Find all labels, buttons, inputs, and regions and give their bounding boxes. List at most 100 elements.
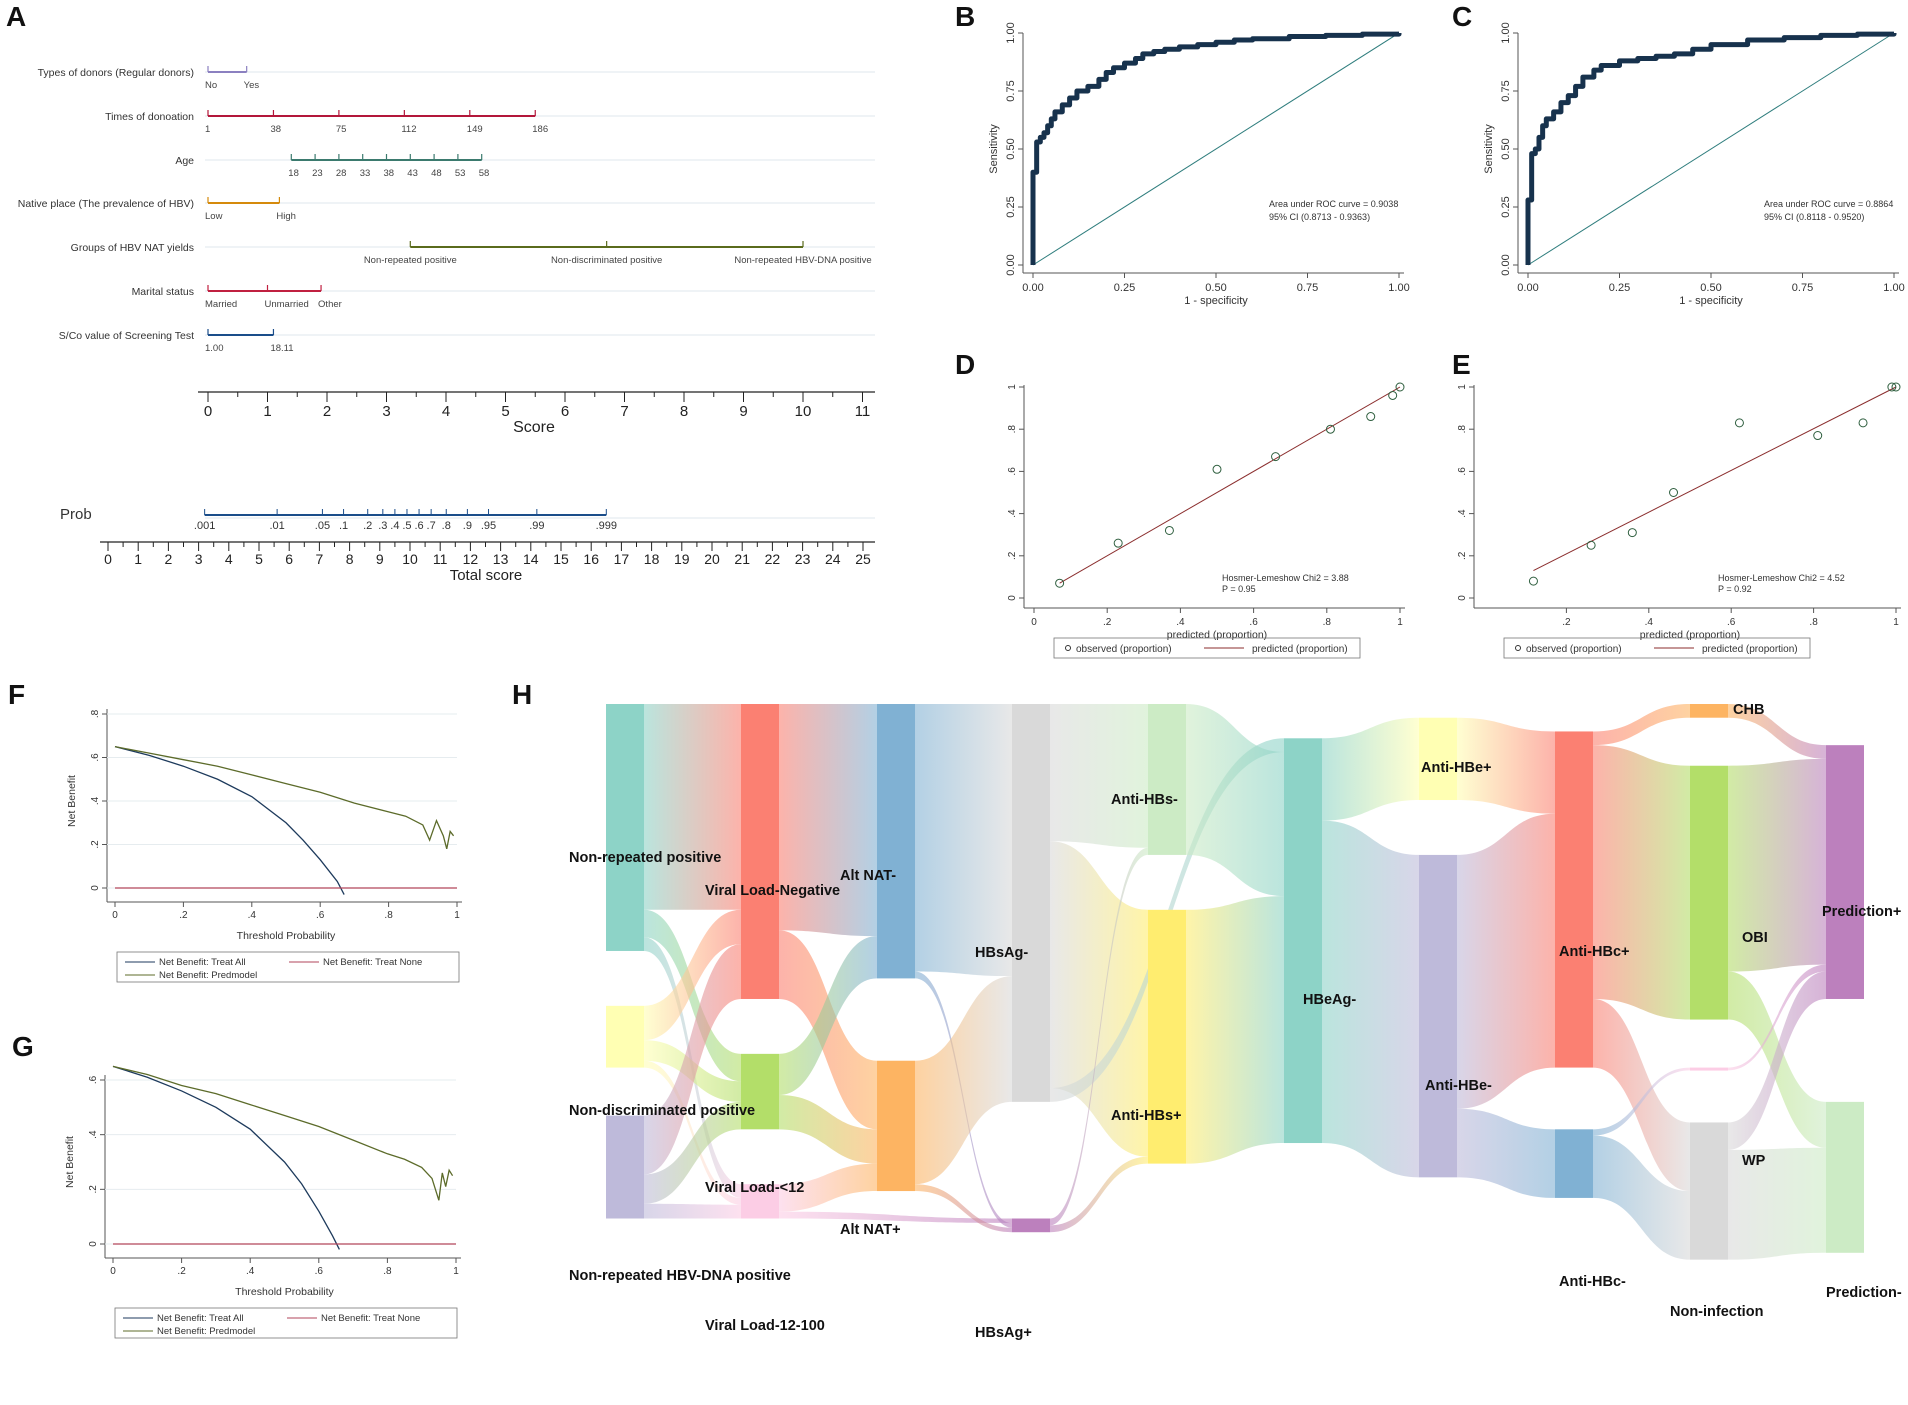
panel-letters: A B C D E F G H: [6, 1, 1472, 1062]
sankey-node-label: Non-repeated positive: [569, 850, 721, 866]
calib-y-tick-label: .8: [1007, 425, 1018, 434]
roc-y-tick-label: 1.00: [1005, 22, 1017, 43]
predmodel-curve: [114, 745, 455, 850]
calib-y-tick-label: .4: [1457, 509, 1468, 518]
calib-x-tick-label: .6: [1727, 617, 1736, 628]
sankey-node: [1148, 704, 1186, 855]
dca-x-tick-label: .2: [179, 910, 188, 921]
calib-x-tick-label: .8: [1323, 617, 1332, 628]
roc-y-tick-label: 0.75: [1005, 80, 1017, 101]
calib-x-tick-label: 0: [1031, 617, 1037, 628]
calib-x-tick-label: 1: [1397, 617, 1403, 628]
roc-x-title: 1 - specificity: [1184, 295, 1248, 307]
calib-legend-box: [1503, 637, 1811, 659]
dca-y-title: Net Benefit: [66, 775, 78, 827]
sankey-link: [779, 704, 877, 937]
calib-x-tick-label: .6: [1249, 617, 1258, 628]
roc-y-tick-label: 0.25: [1500, 196, 1512, 217]
legend-predmodel-label: Net Benefit: Predmodel: [159, 970, 257, 981]
sankey-link: [779, 1211, 1012, 1224]
total-axis-tick-label: 2: [165, 551, 173, 567]
roc-y-tick-label: 1.00: [1500, 22, 1512, 43]
observed-point: [1366, 412, 1376, 422]
roc-y-title: Sensitivity: [1483, 124, 1495, 174]
panel-d-calibration: 0 .2 .4 .6 .8 1 0 .2 .4 .6 .8 1 predicted (proportio…: [1007, 382, 1405, 659]
dca-x-title: Threshold Probability: [237, 930, 336, 942]
variable-tick-label: 112: [401, 124, 416, 135]
roc-x-tick-label: 1.00: [1388, 282, 1409, 294]
score-axis-tick-label: 2: [323, 403, 331, 420]
roc-x-tick-label: 0.00: [1517, 282, 1538, 294]
observed-point: [1164, 525, 1174, 535]
calib-y-tick-label: 1: [1007, 384, 1018, 390]
sankey-node-label: Non-infection: [1670, 1304, 1763, 1320]
roc-x-tick-label: 0.50: [1205, 282, 1226, 294]
dca-x-tick-label: .8: [383, 1266, 392, 1277]
sankey-node-label: Alt NAT+: [840, 1222, 901, 1238]
total-axis-tick-label: 21: [734, 551, 750, 567]
auc-annotation: 95% CI (0.8713 - 0.9363): [1269, 212, 1370, 222]
total-axis-tick-label: 18: [644, 551, 660, 567]
prob-tick-label: .3: [378, 520, 387, 532]
sankey-node: [877, 704, 915, 979]
calib-x-tick-label: .2: [1562, 617, 1571, 628]
calib-y-tick-label: .2: [1457, 551, 1468, 560]
sankey-node-label: Viral Load-12-100: [705, 1318, 825, 1334]
dca-y-title: Net Benefit: [64, 1136, 76, 1188]
observed-point: [1586, 540, 1596, 550]
sankey-link: [1050, 847, 1148, 1226]
observed-point: [1528, 576, 1538, 586]
roc-y-tick-label: 0.00: [1500, 254, 1512, 275]
sankey-node-label: Anti-HBe+: [1421, 760, 1492, 776]
treat-all-curve: [114, 745, 345, 895]
variable-tick-label: 18.11: [270, 343, 293, 354]
sankey-link: [1593, 745, 1690, 1020]
roc-y-tick-label: 0.00: [1005, 254, 1017, 275]
panel-letter-h: H: [512, 679, 532, 710]
prob-tick-label: .999: [596, 520, 617, 532]
variable-tick-label: 186: [532, 124, 548, 135]
dca-x-tick-label: 1: [453, 1266, 459, 1277]
total-axis-title: Total score: [450, 567, 523, 584]
variable-tick-label: 53: [455, 168, 466, 179]
variable-tick-label: Unmarried: [265, 299, 309, 310]
sankey-link: [1457, 717, 1555, 814]
predicted-line: [1533, 386, 1897, 572]
dca-x-tick-label: 0: [110, 1266, 116, 1277]
observed-point: [1113, 538, 1123, 548]
sankey-node-label: Prediction-: [1826, 1285, 1902, 1301]
sankey-node: [877, 1060, 915, 1192]
calib-x-tick-label: 1: [1893, 617, 1899, 628]
sankey-node: [1012, 704, 1050, 1102]
sankey-link: [1050, 704, 1148, 848]
calib-y-tick-label: .6: [1457, 467, 1468, 476]
roc-y-tick-label: 0.25: [1005, 196, 1017, 217]
sankey-link: [1593, 1067, 1690, 1136]
sankey-link: [644, 1101, 741, 1204]
sankey-node: [606, 704, 644, 951]
calib-y-tick-label: .8: [1457, 425, 1468, 434]
variable-tick-label: 48: [431, 168, 442, 179]
sankey-node-label: Non-repeated HBV-DNA positive: [569, 1268, 791, 1284]
dca-y-tick-label: .8: [90, 709, 101, 718]
sankey-link: [1186, 896, 1284, 1164]
total-axis-tick-label: 8: [346, 551, 354, 567]
prob-tick-label: .4: [390, 520, 399, 532]
total-axis-tick-label: 20: [704, 551, 720, 567]
sankey-node: [741, 704, 779, 999]
sankey-link: [644, 909, 741, 1041]
predicted-line: [1059, 386, 1401, 584]
sankey-node-label: Viral Load-Negative: [705, 883, 840, 899]
dca-x-tick-label: 0: [112, 910, 118, 921]
sankey-node: [1419, 854, 1457, 1178]
legend-observed-label: observed (proportion): [1526, 644, 1622, 655]
total-axis-tick-label: 4: [225, 551, 233, 567]
score-axis-tick-label: 7: [620, 403, 628, 420]
panel-h-sankey: Non-repeated positive Non-discriminated p…: [569, 702, 1902, 1341]
roc-x-tick-label: 0.25: [1609, 282, 1630, 294]
calib-y-tick-label: .2: [1007, 551, 1018, 560]
prob-tick-label: .01: [269, 520, 284, 532]
variable-tick-label: 75: [336, 124, 347, 135]
sankey-link: [915, 976, 1012, 1185]
variable-tick-label: High: [276, 211, 296, 222]
